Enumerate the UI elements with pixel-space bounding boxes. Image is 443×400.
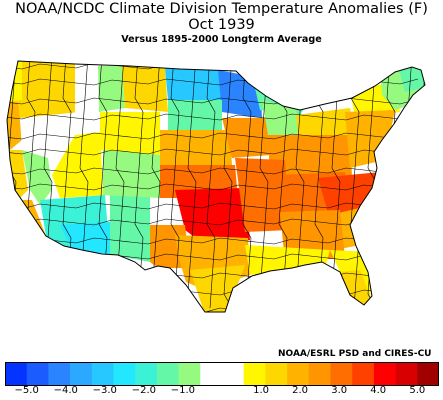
legend-swatch xyxy=(178,362,201,386)
division-line xyxy=(242,61,252,309)
division-line xyxy=(7,148,419,156)
division-line xyxy=(7,202,419,210)
division-line xyxy=(422,61,425,309)
legend-swatch xyxy=(243,362,266,386)
region-minnesota-north xyxy=(218,70,262,118)
legend-tick-label: 4.0 xyxy=(370,385,387,396)
legend-tick-label: −3.0 xyxy=(92,385,117,396)
legend-swatch xyxy=(352,362,375,386)
division-line xyxy=(206,61,216,309)
region-idaho xyxy=(75,62,100,135)
legend-tick-label: 1.0 xyxy=(253,385,270,396)
region-colorado xyxy=(103,150,160,198)
division-line xyxy=(187,61,197,309)
division-line xyxy=(7,167,419,175)
legend-swatch xyxy=(265,362,288,386)
region-nebraska xyxy=(160,130,232,165)
credit-label: NOAA/ESRL PSD and CIRES-CU xyxy=(278,349,432,359)
region-florida-south xyxy=(340,270,372,306)
legend-swatch xyxy=(395,362,418,386)
region-ohio-valley xyxy=(268,135,352,180)
division-line xyxy=(7,183,419,191)
division-line xyxy=(7,113,419,121)
region-texas-south xyxy=(190,265,245,312)
legend-border xyxy=(5,362,439,386)
region-maine xyxy=(398,66,425,92)
legend-tick-label: −1.0 xyxy=(170,385,196,396)
legend-swatch xyxy=(48,362,71,386)
legend-swatch xyxy=(113,362,136,386)
region-missouri-arkansas xyxy=(235,158,290,232)
legend-swatch xyxy=(308,362,331,386)
us-climate-division-map xyxy=(6,60,426,313)
legend-tick-label: 2.0 xyxy=(292,385,309,396)
region-se-arizona xyxy=(60,222,110,254)
legend-swatch xyxy=(200,362,223,386)
region-iowa xyxy=(222,118,270,158)
legend-tick-label: 5.0 xyxy=(409,385,426,396)
division-line xyxy=(223,61,233,309)
legend-tick-label: −5.0 xyxy=(14,385,39,396)
legend-swatch xyxy=(417,362,439,386)
legend-swatch xyxy=(70,362,93,386)
legend-swatch xyxy=(156,362,179,386)
map-title: NOAA/NCDC Climate Division Temperature A… xyxy=(15,1,428,17)
region-or-coast xyxy=(7,102,22,150)
legend-tick-label: 3.0 xyxy=(331,385,348,396)
legend-swatch xyxy=(287,362,310,386)
region-new-mexico-west xyxy=(110,195,150,262)
region-montana-west xyxy=(98,66,125,112)
legend-swatch xyxy=(373,362,396,386)
map-subtitle: Versus 1895-2000 Longterm Average xyxy=(121,34,322,45)
region-wyoming xyxy=(100,112,160,155)
color-legend-bar xyxy=(5,362,439,386)
division-line xyxy=(151,61,161,309)
division-line xyxy=(134,61,144,309)
legend-swatch xyxy=(330,362,353,386)
legend-swatch xyxy=(222,362,244,386)
legend-swatch xyxy=(91,362,114,386)
legend-swatch xyxy=(5,362,27,386)
region-great-basin xyxy=(20,112,80,160)
region-montana-east xyxy=(122,66,168,112)
division-line xyxy=(7,237,419,245)
legend-tick-label: −4.0 xyxy=(53,385,78,396)
legend-tick-label: −2.0 xyxy=(131,385,157,396)
region-south-dakota xyxy=(168,100,222,130)
region-north-dakota xyxy=(165,68,222,100)
division-line xyxy=(7,218,419,226)
division-line xyxy=(7,132,419,140)
region-gulf-coast xyxy=(245,245,330,275)
legend-swatch xyxy=(135,362,158,386)
division-line xyxy=(170,61,180,309)
us-outline xyxy=(6,60,426,313)
region-oklahoma-north xyxy=(175,188,250,245)
legend-swatch xyxy=(26,362,49,386)
region-utah xyxy=(52,132,103,198)
region-wisconsin xyxy=(262,100,300,135)
map-date: Oct 1939 xyxy=(188,17,255,33)
